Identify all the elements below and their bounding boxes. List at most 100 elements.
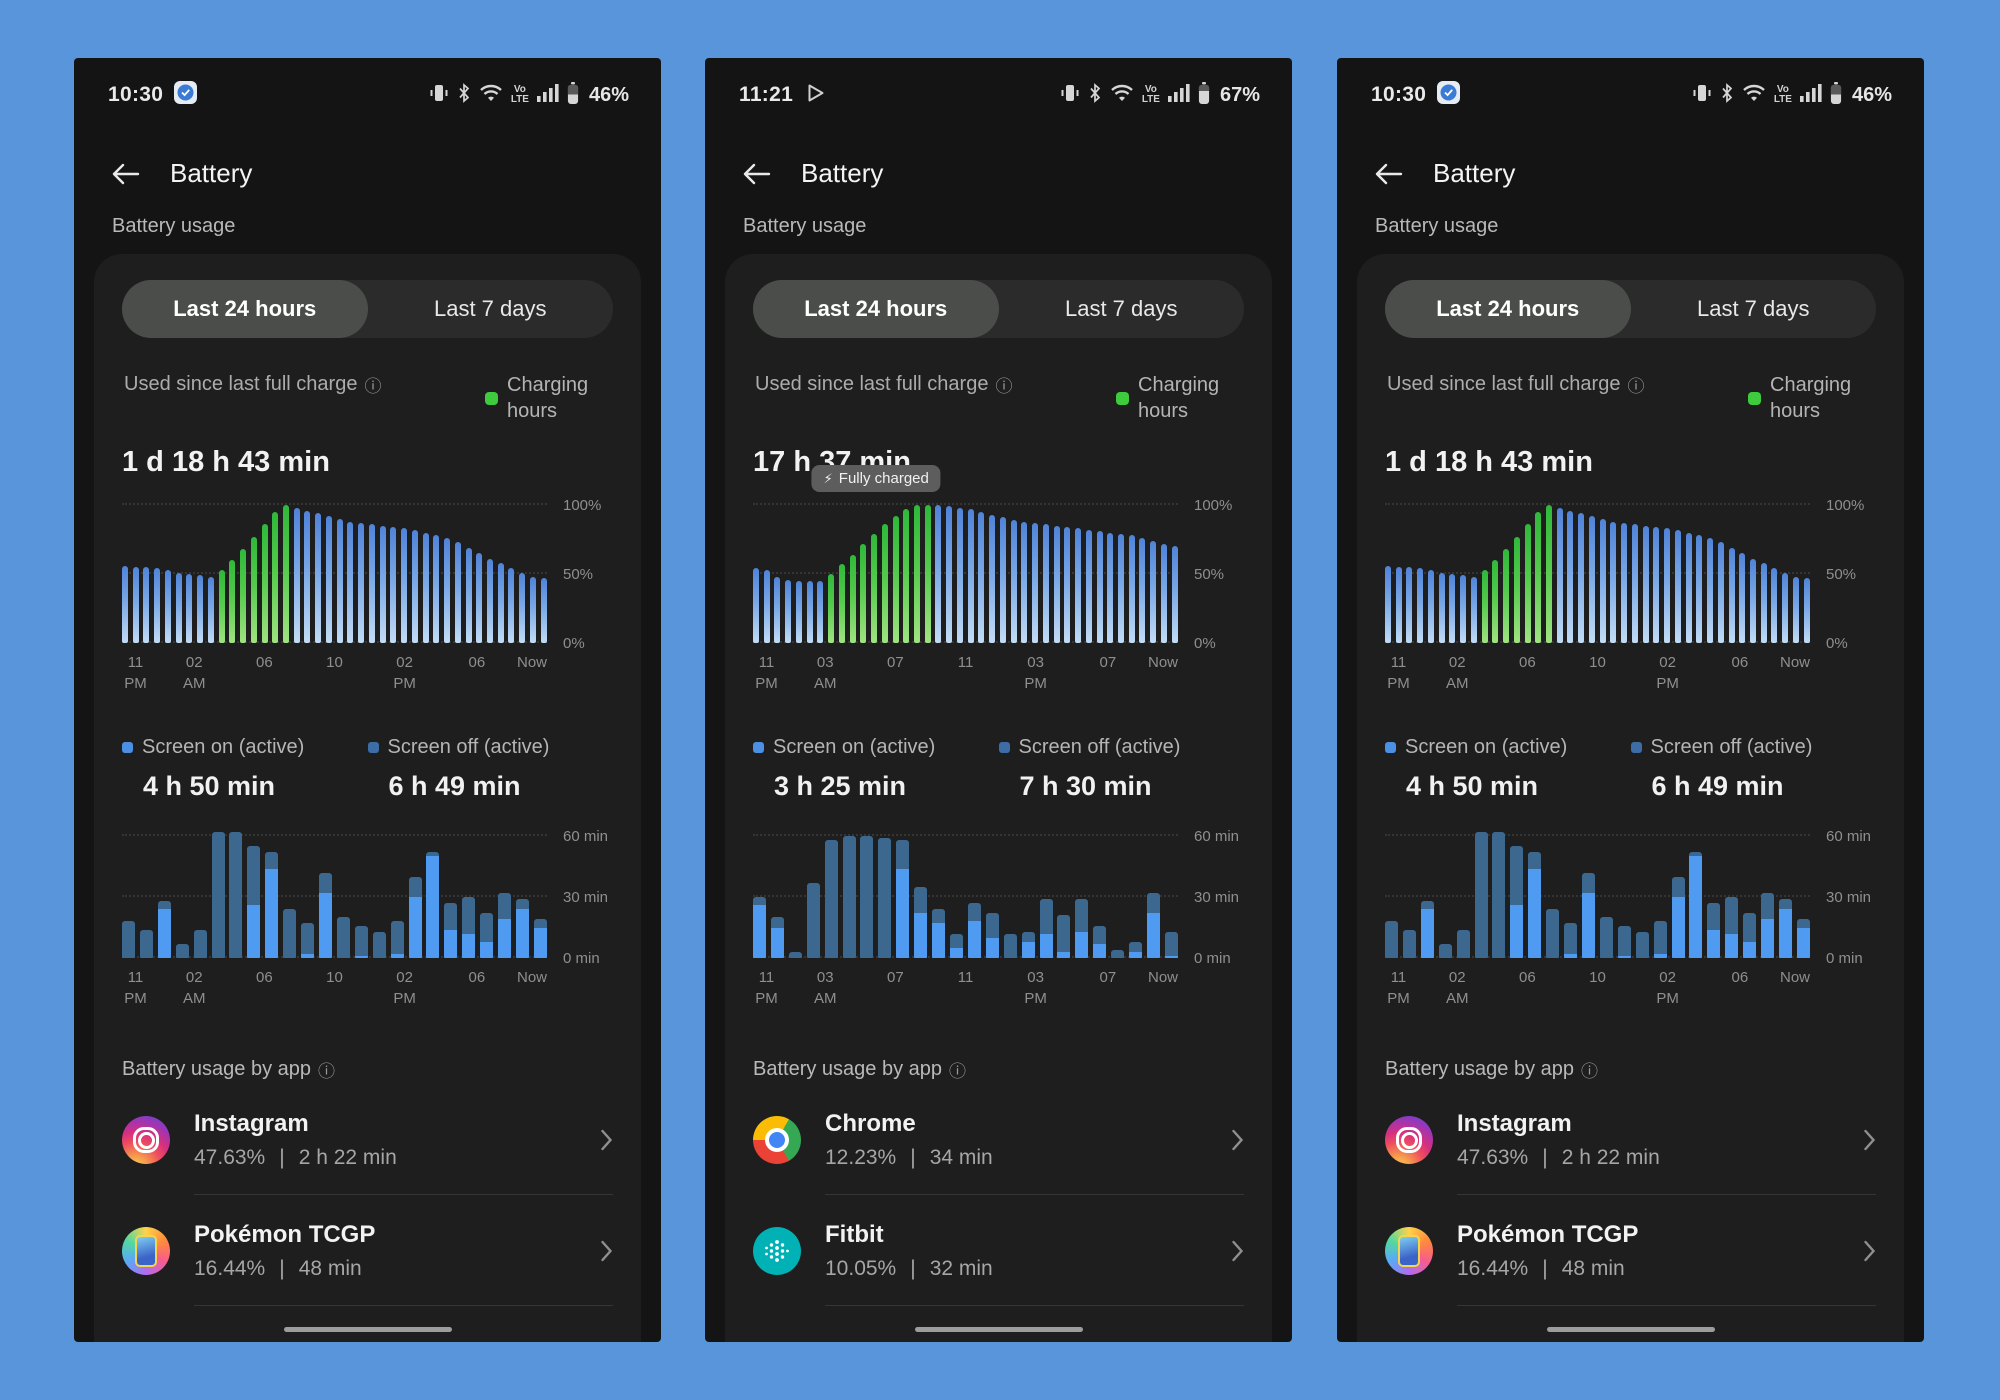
- info-icon[interactable]: ⓘ: [995, 377, 1013, 396]
- screen-on-value: 4 h 50 min: [143, 771, 276, 801]
- chevron-right-icon: [1863, 1128, 1876, 1152]
- app-row-pokemon-tcgp[interactable]: Pokémon TCGP 16.44% | 48 min: [122, 1195, 613, 1305]
- activity-bar: [1402, 929, 1416, 958]
- chrome-app-icon: [753, 1116, 801, 1164]
- back-button[interactable]: [741, 161, 771, 187]
- app-row-instagram[interactable]: Instagram 47.63% | 2 h 22 min: [1385, 1084, 1876, 1194]
- tab-last-24-hours[interactable]: Last 24 hours: [753, 280, 999, 338]
- app-row-chrome[interactable]: Chrome 12.23% | 34 min: [753, 1084, 1244, 1194]
- battery-bar: [1139, 538, 1146, 643]
- app-row-pokemon-tcgp[interactable]: Pokémon TCGP 16.44% | 48 min: [1385, 1195, 1876, 1305]
- screen-on-segment: [1761, 919, 1775, 958]
- fitbit-app-icon: [753, 1227, 801, 1275]
- activity-bar: [985, 913, 999, 958]
- gesture-bar[interactable]: [283, 1327, 452, 1332]
- battery-bar-charging: [871, 533, 878, 643]
- y-axis-tick-label: 30 min: [563, 888, 609, 906]
- tooltip-text: Fully charged: [838, 470, 929, 487]
- time-range-tabs: Last 24 hours Last 7 days: [1385, 280, 1876, 338]
- tab-last-24-hours[interactable]: Last 24 hours: [122, 280, 368, 338]
- gridline: [122, 572, 547, 574]
- battery-bar: [806, 580, 813, 643]
- app-name: Instagram: [1457, 1110, 1572, 1137]
- row-divider: [194, 1194, 613, 1195]
- battery-bar: [1717, 542, 1724, 643]
- screen-on-legend-dot: [753, 742, 764, 753]
- activity-bar: [1599, 917, 1613, 958]
- battery-bar: [411, 529, 418, 643]
- screen-on-segment: [301, 953, 315, 958]
- bars-group: [1385, 828, 1810, 958]
- screen-on-segment: [967, 921, 981, 958]
- tab-last-7-days[interactable]: Last 7 days: [433, 296, 547, 321]
- activity-bar: [1635, 931, 1649, 958]
- screen-on-segment: [1671, 897, 1685, 958]
- activity-bar: [515, 899, 529, 958]
- tab-last-24-hours[interactable]: Last 24 hours: [1385, 280, 1631, 338]
- apps-section-label: Battery usage by app ⓘ: [753, 1058, 967, 1081]
- gridline: [122, 503, 547, 505]
- battery-bar: [540, 578, 547, 643]
- y-axis-tick-label: 0%: [1826, 635, 1848, 652]
- app-percent: 12.23%: [825, 1146, 897, 1169]
- bluetooth-icon: [1088, 82, 1102, 109]
- battery-bar: [1010, 520, 1017, 643]
- info-icon[interactable]: ⓘ: [364, 377, 382, 396]
- info-icon[interactable]: ⓘ: [318, 1062, 336, 1081]
- gesture-bar[interactable]: [1546, 1327, 1715, 1332]
- info-icon[interactable]: ⓘ: [949, 1062, 967, 1081]
- app-percent: 16.44%: [194, 1257, 266, 1280]
- app-row-instagram[interactable]: Instagram 47.63% | 2 h 22 min: [122, 1084, 613, 1194]
- activity-bar: [1093, 925, 1107, 958]
- activity-bar: [265, 852, 279, 958]
- screen-on-segment: [318, 893, 332, 958]
- gesture-bar[interactable]: [914, 1327, 1083, 1332]
- battery-bar-charging: [860, 543, 867, 643]
- apps-section-label: Battery usage by app ⓘ: [122, 1058, 336, 1081]
- screen-on-segment: [533, 927, 547, 958]
- app-percent: 10.05%: [825, 1257, 897, 1280]
- screen-on-label: Screen on (active): [142, 736, 305, 758]
- info-icon[interactable]: ⓘ: [1581, 1062, 1599, 1081]
- battery-bar: [1021, 521, 1028, 643]
- x-axis-tick-label: 11 PM: [1387, 969, 1410, 1007]
- battery-bar: [1664, 528, 1671, 643]
- activity-bar: [1707, 903, 1721, 958]
- activity-bar: [480, 913, 494, 958]
- battery-bar: [465, 547, 472, 643]
- activity-bar: [498, 893, 512, 958]
- clock-time: 11:21: [739, 83, 794, 106]
- vibrate-icon: [1692, 82, 1712, 109]
- x-axis-tick-label: 11: [957, 969, 974, 986]
- tab-last-7-days[interactable]: Last 7 days: [1064, 296, 1178, 321]
- back-button[interactable]: [110, 161, 140, 187]
- screen-on-segment: [914, 913, 928, 958]
- battery-bar: [497, 562, 504, 643]
- charging-legend-dot: [1748, 391, 1761, 405]
- activity-bar: [1778, 899, 1792, 958]
- activity-bar: [753, 897, 766, 958]
- battery-bar: [956, 507, 963, 643]
- battery-bar: [1696, 535, 1703, 643]
- back-button[interactable]: [1373, 161, 1403, 187]
- screen-off-label: Screen off (active): [1018, 736, 1181, 758]
- app-row-fitbit[interactable]: Fitbit 10.05% | 32 min: [753, 1195, 1244, 1305]
- screen-on-segment: [408, 897, 422, 958]
- activity-bar: [878, 838, 892, 958]
- battery-bar: [401, 528, 408, 643]
- activity-bar: [1689, 852, 1703, 958]
- app-percent: 47.63%: [1457, 1146, 1529, 1169]
- gridline: [1385, 503, 1810, 505]
- screen-on-segment: [1617, 955, 1631, 958]
- tab-last-7-days[interactable]: Last 7 days: [1696, 296, 1810, 321]
- signal-icon: [1799, 83, 1822, 108]
- battery-percent: 67%: [1219, 83, 1260, 106]
- battery-usage-card: Last 24 hours Last 7 days Used since las…: [1357, 254, 1904, 1342]
- battery-bar: [1578, 513, 1585, 643]
- info-icon[interactable]: ⓘ: [1627, 377, 1645, 396]
- gridline: [122, 956, 547, 958]
- screen-on-segment: [1689, 856, 1703, 958]
- screen-on-segment: [1021, 941, 1035, 958]
- screen-on-segment: [1581, 893, 1595, 958]
- stats-separator: |: [279, 1146, 285, 1169]
